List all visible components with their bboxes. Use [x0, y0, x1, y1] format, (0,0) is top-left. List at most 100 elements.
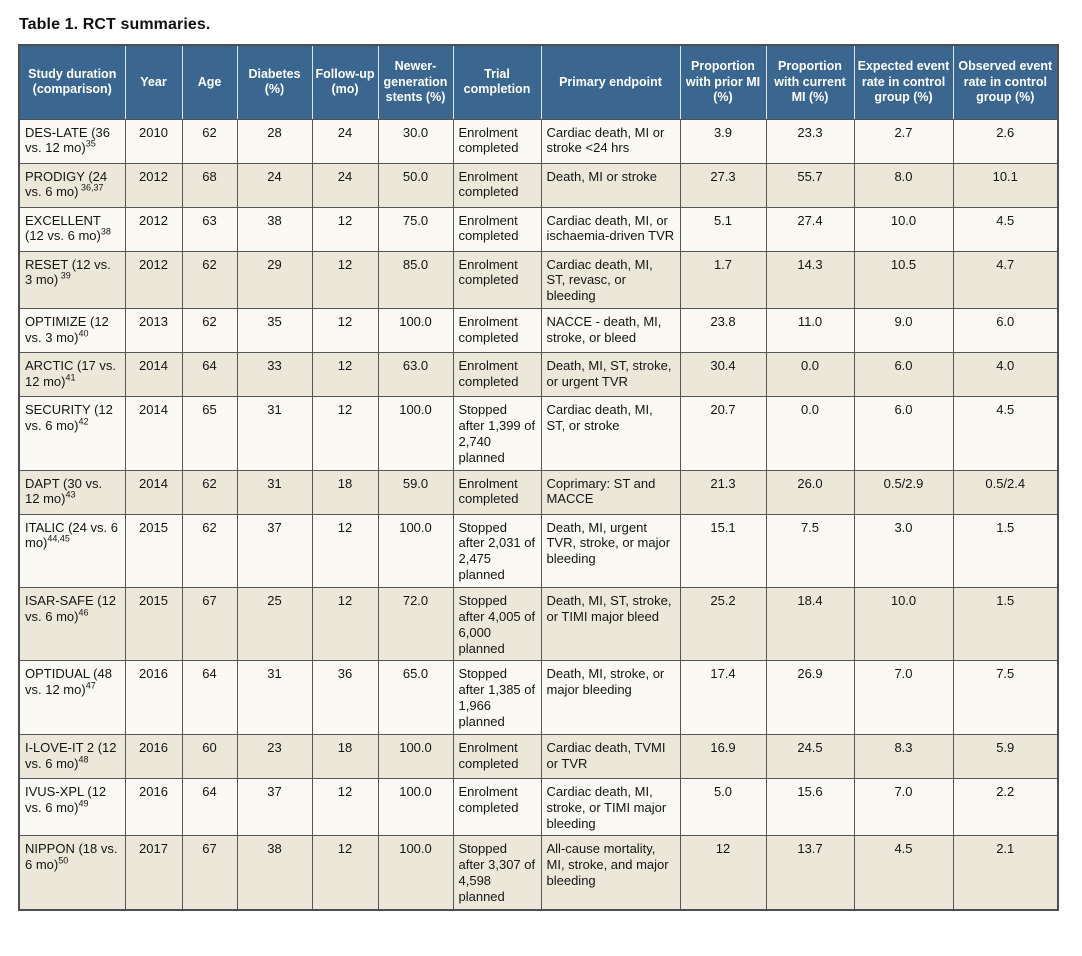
followup-cell: 18 [311, 469, 379, 515]
prior-mi-cell: 5.0 [679, 777, 767, 837]
age-cell: 64 [181, 660, 238, 735]
diabetes-cell: 37 [236, 777, 313, 837]
followup-cell: 12 [311, 396, 379, 471]
observed-rate-cell: 2.2 [952, 777, 1059, 837]
observed-rate-cell: 6.0 [952, 308, 1059, 354]
stents-cell: 100.0 [377, 308, 454, 354]
primary-endpoint-cell: Death, MI or stroke [540, 162, 681, 208]
year-cell: 2017 [124, 835, 183, 911]
reference-superscript: 50 [58, 855, 69, 866]
year-cell: 2016 [124, 777, 183, 837]
column-header: Age [181, 45, 237, 120]
prior-mi-cell: 23.8 [679, 308, 767, 354]
diabetes-cell: 28 [236, 118, 313, 164]
table-head: Study duration (comparison) Year Age Diabet… [19, 45, 1058, 120]
prior-mi-cell: 1.7 [679, 250, 767, 310]
followup-cell: 12 [311, 308, 379, 354]
study-cell: I-LOVE-IT 2 (12 vs. 6 mo)48 [18, 733, 126, 779]
year-cell: 2014 [124, 352, 183, 398]
table-row: DAPT (30 vs. 12 mo)43 2014 62 31 18 59.0 Enrol… [18, 469, 1059, 515]
expected-rate-cell: 0.5/2.9 [853, 469, 954, 515]
expected-rate-cell: 7.0 [853, 660, 954, 735]
expected-rate-cell: 6.0 [853, 396, 954, 471]
followup-cell: 12 [311, 352, 379, 398]
followup-cell: 12 [311, 586, 379, 662]
column-header: Proportion with current MI (%) [765, 45, 854, 120]
age-cell: 67 [181, 835, 238, 911]
table-body: DES-LATE (36 vs. 12 mo)35 2010 62 28 24 30.0 E… [18, 118, 1059, 911]
year-cell: 2015 [124, 513, 183, 588]
reference-superscript: 38 [100, 227, 111, 238]
observed-rate-cell: 4.0 [952, 352, 1059, 398]
expected-rate-cell: 9.0 [853, 308, 954, 354]
table-row: OPTIMIZE (12 vs. 3 mo)40 2013 62 35 12 100.0 E… [18, 308, 1059, 354]
current-mi-cell: 15.6 [765, 777, 855, 837]
diabetes-cell: 31 [236, 660, 313, 735]
prior-mi-cell: 16.9 [679, 733, 767, 779]
primary-endpoint-cell: Death, MI, stroke, or major bleeding [540, 660, 681, 735]
study-cell: DAPT (30 vs. 12 mo)43 [18, 469, 126, 515]
observed-rate-cell: 4.5 [952, 396, 1059, 471]
study-cell: PRODIGY (24 vs. 6 mo) 36,37 [18, 162, 126, 208]
trial-completion-cell: Enrolment completed [452, 733, 542, 779]
primary-endpoint-cell: Cardiac death, MI, stroke, or TIMI major… [540, 777, 681, 837]
age-cell: 62 [181, 513, 238, 588]
year-cell: 2010 [124, 118, 183, 164]
trial-completion-cell: Enrolment completed [452, 469, 542, 515]
stents-cell: 100.0 [377, 777, 454, 837]
stents-cell: 65.0 [377, 660, 454, 735]
followup-cell: 24 [311, 162, 379, 208]
trial-completion-cell: Enrolment completed [452, 206, 542, 252]
study-cell: DES-LATE (36 vs. 12 mo)35 [18, 118, 126, 164]
primary-endpoint-cell: All-cause mortality, MI, stroke, and maj… [540, 835, 681, 911]
diabetes-cell: 31 [236, 469, 313, 515]
diabetes-cell: 23 [236, 733, 313, 779]
primary-endpoint-cell: Death, MI, ST, stroke, or TIMI major ble… [540, 586, 681, 662]
prior-mi-cell: 12 [679, 835, 767, 911]
current-mi-cell: 14.3 [765, 250, 855, 310]
prior-mi-cell: 21.3 [679, 469, 767, 515]
observed-rate-cell: 7.5 [952, 660, 1059, 735]
stents-cell: 75.0 [377, 206, 454, 252]
column-header: Study duration (comparison) [19, 45, 125, 120]
expected-rate-cell: 3.0 [853, 513, 954, 588]
diabetes-cell: 38 [236, 835, 313, 911]
column-header: Observed event rate in control group (%) [952, 45, 1058, 120]
diabetes-cell: 37 [236, 513, 313, 588]
observed-rate-cell: 10.1 [952, 162, 1059, 208]
reference-superscript: 40 [78, 328, 89, 339]
age-cell: 62 [181, 469, 238, 515]
rct-summaries-table: Study duration (comparison) Year Age Diabet… [18, 44, 1059, 911]
diabetes-cell: 24 [236, 162, 313, 208]
primary-endpoint-cell: Death, MI, urgent TVR, stroke, or major … [540, 513, 681, 588]
current-mi-cell: 55.7 [765, 162, 855, 208]
prior-mi-cell: 25.2 [679, 586, 767, 662]
stents-cell: 63.0 [377, 352, 454, 398]
expected-rate-cell: 8.3 [853, 733, 954, 779]
table-title: Table 1. RCT summaries. [19, 16, 211, 33]
column-header: Diabetes (%) [236, 45, 312, 120]
reference-superscript: 43 [65, 490, 76, 501]
study-cell: OPTIDUAL (48 vs. 12 mo)47 [18, 660, 126, 735]
column-header: Newer-genera­tion stents (%) [377, 45, 453, 120]
prior-mi-cell: 15.1 [679, 513, 767, 588]
stents-cell: 30.0 [377, 118, 454, 164]
age-cell: 62 [181, 308, 238, 354]
trial-completion-cell: Enrolment completed [452, 352, 542, 398]
stents-cell: 100.0 [377, 513, 454, 588]
trial-completion-cell: Enrolment completed [452, 162, 542, 208]
diabetes-cell: 25 [236, 586, 313, 662]
year-cell: 2013 [124, 308, 183, 354]
table-row: OPTIDUAL (48 vs. 12 mo)47 2016 64 31 36 65.0 S… [18, 660, 1059, 735]
year-cell: 2012 [124, 206, 183, 252]
stents-cell: 59.0 [377, 469, 454, 515]
current-mi-cell: 7.5 [765, 513, 855, 588]
table-row: EXCELLENT (12 vs. 6 mo)38 2012 63 38 12 75.0 E… [18, 206, 1059, 252]
study-cell: SECURITY (12 vs. 6 mo)42 [18, 396, 126, 471]
observed-rate-cell: 1.5 [952, 586, 1059, 662]
stents-cell: 100.0 [377, 733, 454, 779]
primary-endpoint-cell: Cardiac death, TVMI or TVR [540, 733, 681, 779]
table-row: ARCTIC (17 vs. 12 mo)41 2014 64 33 12 63.0 Enr… [18, 352, 1059, 398]
stents-cell: 72.0 [377, 586, 454, 662]
prior-mi-cell: 17.4 [679, 660, 767, 735]
